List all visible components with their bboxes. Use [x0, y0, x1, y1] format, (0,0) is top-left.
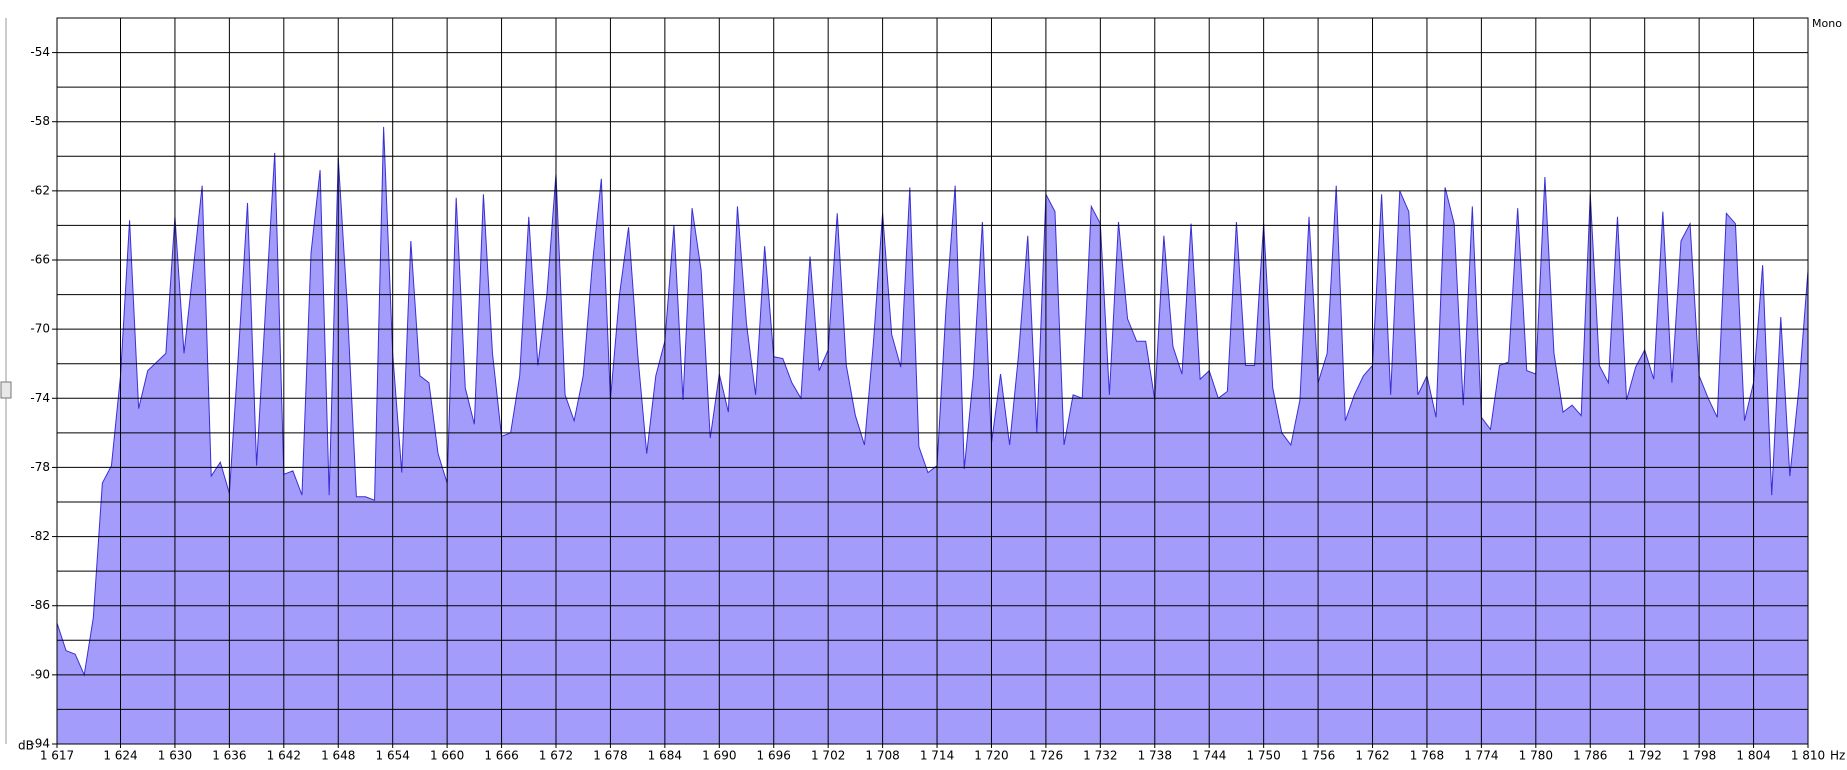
spectrum-line	[56, 126, 1809, 677]
y-tick-label: -78	[30, 460, 50, 474]
x-tick-label: 1 786	[1573, 749, 1607, 763]
x-tick-label: 1 648	[321, 749, 355, 763]
x-tick-label: 1 744	[1192, 749, 1226, 763]
y-tick-label: -90	[30, 667, 50, 681]
x-tick-label: 1 762	[1355, 749, 1389, 763]
x-tick-label: 1 774	[1464, 749, 1498, 763]
x-tick-label: 1 684	[648, 749, 682, 763]
x-tick-label: 1 798	[1682, 749, 1716, 763]
x-tick-label: 1 636	[212, 749, 246, 763]
x-tick-label: 1 630	[158, 749, 192, 763]
x-tick-label: 1 642	[267, 749, 301, 763]
x-tick-label: 1 768	[1410, 749, 1444, 763]
x-tick-label: 1 714	[920, 749, 954, 763]
y-tick-label: -58	[30, 114, 50, 128]
x-tick-label: 1 672	[539, 749, 573, 763]
y-tick-label: -86	[30, 598, 50, 612]
x-tick-label: 1 726	[1029, 749, 1063, 763]
x-tick-label: 1 804	[1736, 749, 1770, 763]
x-tick-label: 1 732	[1083, 749, 1117, 763]
x-tick-label: 1 678	[593, 749, 627, 763]
y-tick-label: -94	[30, 737, 50, 751]
plot-frame	[56, 17, 1809, 745]
channel-label: Mono	[1812, 17, 1842, 30]
x-tick-label: 1 690	[702, 749, 736, 763]
y-tick-label: -70	[30, 322, 50, 336]
x-tick-label: 1 660	[430, 749, 464, 763]
x-tick-label: 1 750	[1246, 749, 1280, 763]
x-tick-label: 1 810	[1791, 749, 1825, 763]
y-tick-label: -66	[30, 253, 50, 267]
y-tick-label: -74	[30, 391, 50, 405]
x-tick-label: 1 624	[103, 749, 137, 763]
x-tick-label: 1 708	[865, 749, 899, 763]
x-tick-label: 1 720	[974, 749, 1008, 763]
y-unit: dB	[18, 739, 34, 753]
x-unit: Hz	[1830, 749, 1845, 763]
x-tick-label: 1 780	[1519, 749, 1553, 763]
spectrum-area	[57, 126, 1808, 744]
y-tick-label: -62	[30, 183, 50, 197]
x-tick-label: 1 696	[757, 749, 791, 763]
x-tick-label: 1 702	[811, 749, 845, 763]
y-tick-label: -82	[30, 529, 50, 543]
x-tick-label: 1 666	[484, 749, 518, 763]
y-tick-label: -54	[30, 45, 50, 59]
x-tick-label: 1 738	[1138, 749, 1172, 763]
x-tick-label: 1 792	[1628, 749, 1662, 763]
x-tick-label: 1 756	[1301, 749, 1335, 763]
slider-thumb[interactable]	[0, 381, 12, 399]
x-tick-label: 1 617	[40, 749, 74, 763]
x-tick-label: 1 654	[376, 749, 410, 763]
